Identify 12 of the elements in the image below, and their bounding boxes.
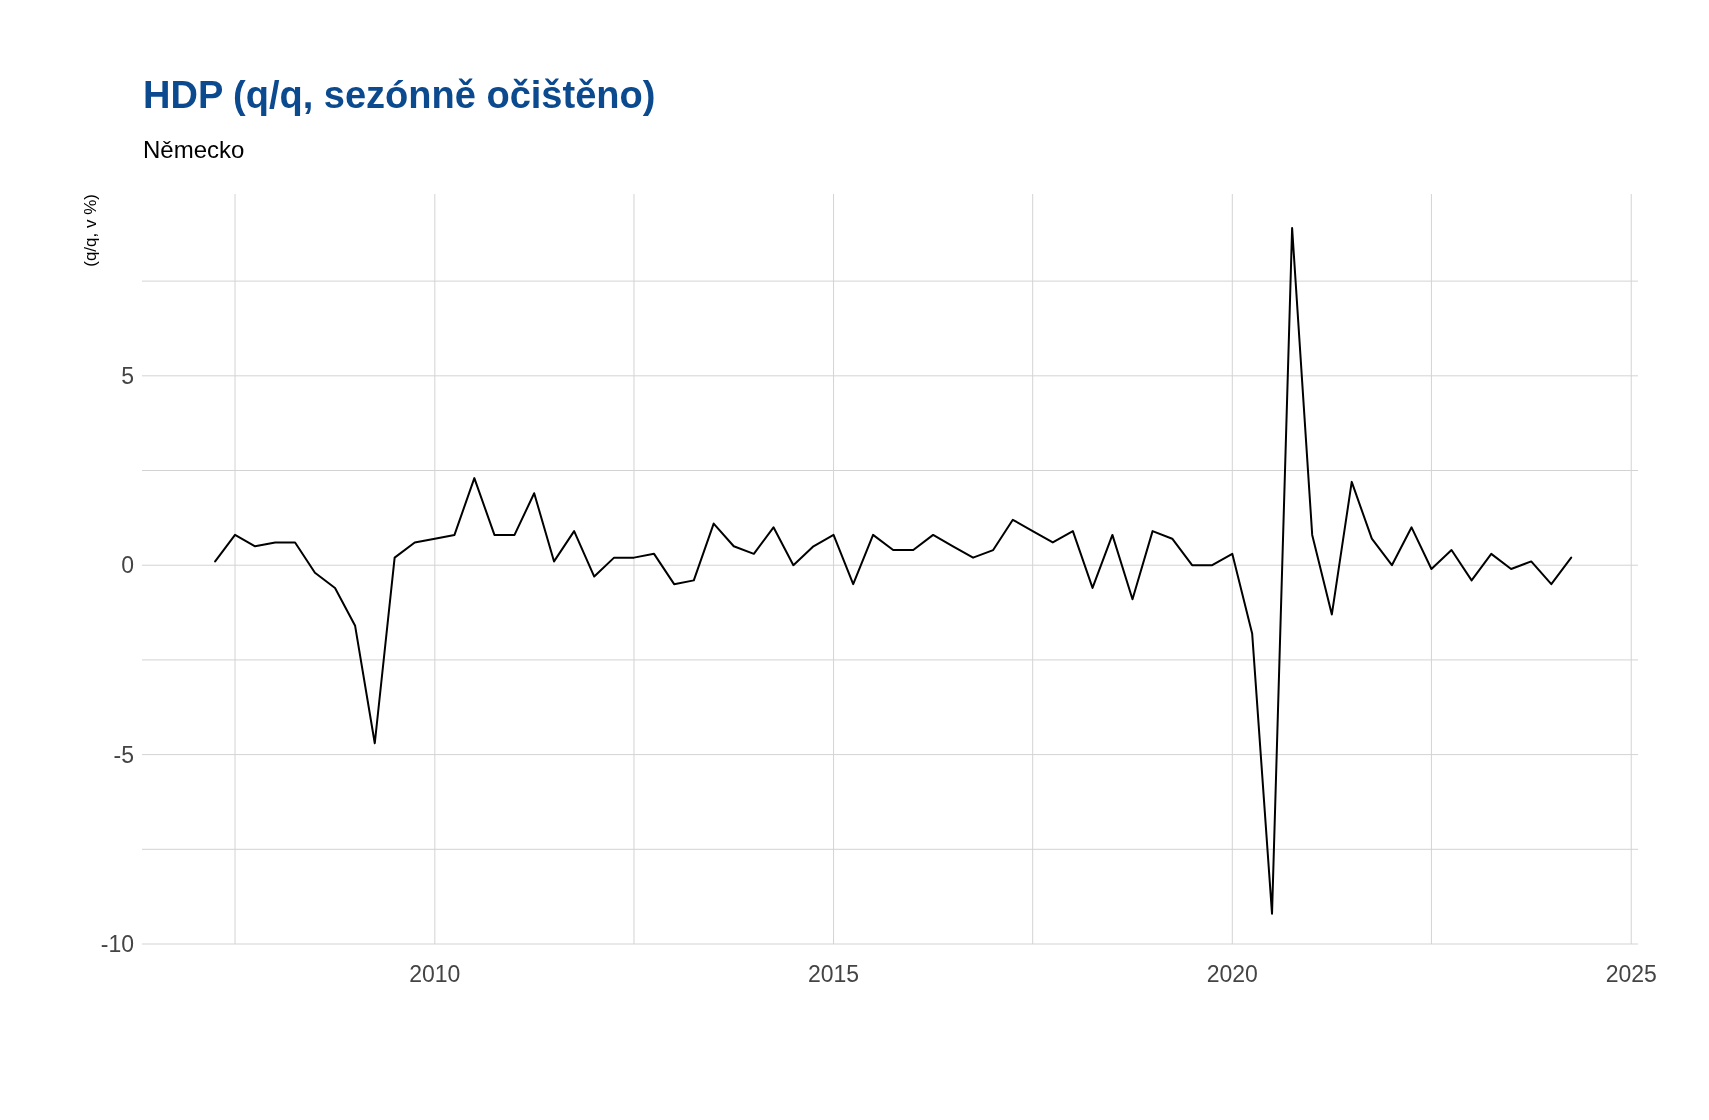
- line-series: [214, 227, 1573, 915]
- x-tick-label: 2025: [1605, 961, 1657, 987]
- chart-title: HDP (q/q, sezónně očištěno): [143, 74, 656, 116]
- x-tick-label: 2015: [807, 961, 860, 987]
- y-tick-label: 0: [121, 552, 134, 579]
- x-tick-label: 2020: [1206, 961, 1258, 987]
- x-tick-label: 2010: [409, 961, 461, 987]
- y-tick-label: 5: [121, 362, 134, 389]
- y-tick-label: -10: [100, 931, 134, 957]
- y-tick-label: -5: [113, 741, 134, 768]
- y-axis-title: (q/q, v %): [81, 194, 100, 267]
- chart-subtitle: Německo: [143, 136, 245, 163]
